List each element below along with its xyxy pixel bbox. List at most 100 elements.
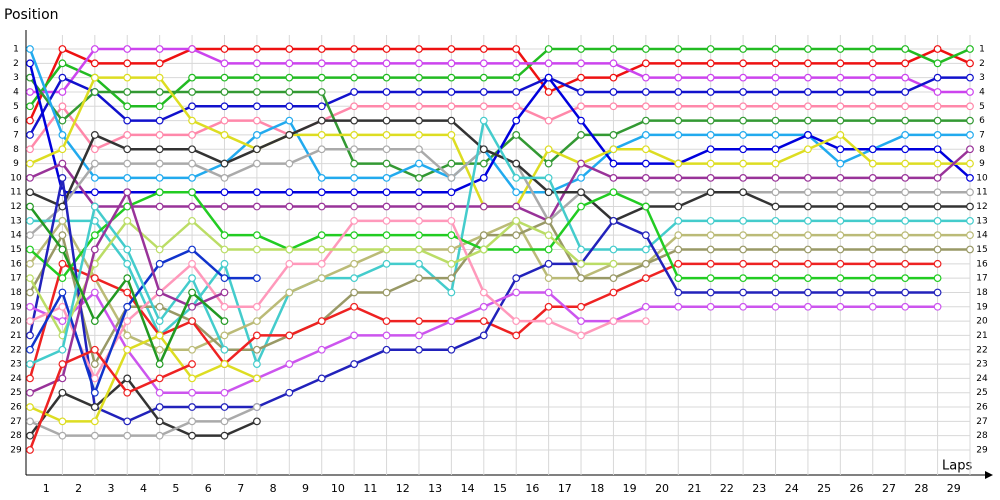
position-marker [285, 159, 294, 168]
position-marker [188, 145, 196, 154]
position-marker [966, 102, 974, 111]
position-marker [609, 288, 618, 297]
x-tick-label: 27 [882, 482, 896, 495]
position-marker [674, 102, 683, 111]
position-marker [609, 173, 618, 182]
position-marker [155, 131, 164, 139]
y-tick-label: 13 [10, 216, 21, 226]
position-marker [674, 302, 683, 311]
position-marker [544, 116, 553, 125]
position-marker [479, 59, 488, 68]
position-marker [479, 245, 488, 254]
position-marker [739, 73, 748, 82]
position-marker [804, 259, 812, 268]
position-marker [252, 403, 261, 411]
position-marker [706, 274, 715, 283]
position-marker [609, 145, 618, 154]
position-marker [382, 202, 391, 211]
position-marker [317, 231, 326, 240]
position-marker [123, 331, 132, 340]
position-marker [901, 173, 910, 182]
position-marker [58, 302, 67, 311]
position-marker [447, 345, 456, 354]
x-tick-label: 29 [947, 482, 961, 495]
position-line [28, 63, 971, 194]
position-marker [447, 216, 456, 225]
position-marker [512, 116, 521, 125]
y-tick-label-right: 4 [979, 87, 985, 97]
position-marker [577, 116, 585, 125]
y-tick-label: 23 [10, 360, 21, 370]
position-marker [836, 88, 845, 96]
y-tick-label: 4 [13, 87, 19, 97]
position-marker [382, 173, 391, 182]
y-tick-label-right: 19 [976, 302, 988, 312]
position-marker [966, 216, 974, 225]
position-marker [252, 73, 261, 82]
position-line [29, 376, 258, 437]
position-marker [58, 245, 67, 254]
position-marker [933, 88, 942, 96]
position-marker [220, 59, 229, 68]
position-marker [350, 360, 359, 368]
position-marker [123, 188, 132, 197]
y-tick-label: 2 [13, 59, 19, 69]
position-marker [188, 403, 196, 411]
position-marker [609, 216, 618, 225]
position-marker [220, 331, 229, 340]
position-marker [350, 231, 359, 240]
y-tick-label-right: 21 [976, 331, 987, 341]
position-marker [220, 173, 229, 182]
position-marker [415, 317, 423, 326]
position-marker [350, 188, 359, 197]
position-marker [544, 188, 553, 197]
position-marker [188, 431, 196, 440]
position-marker [382, 345, 391, 354]
position-marker [317, 274, 326, 283]
position-marker [804, 88, 812, 96]
position-marker [447, 88, 456, 96]
position-marker [188, 202, 196, 211]
position-marker [771, 116, 780, 125]
position-line [29, 148, 971, 223]
position-marker [26, 145, 34, 154]
position-marker [641, 45, 650, 53]
y-tick-label-right: 23 [976, 360, 987, 370]
position-marker [123, 45, 132, 53]
position-marker [317, 131, 326, 139]
position-marker [155, 288, 164, 297]
y-tick-label-right: 25 [976, 388, 987, 398]
position-marker [739, 159, 748, 168]
position-marker [966, 173, 974, 182]
position-marker [26, 288, 34, 297]
position-marker [58, 345, 67, 354]
position-marker [447, 188, 456, 197]
x-tick-label: 5 [172, 482, 179, 495]
position-marker [836, 245, 845, 254]
position-marker [804, 131, 812, 139]
position-marker [933, 302, 942, 311]
position-marker [382, 188, 391, 197]
position-line [29, 47, 971, 108]
position-marker [317, 45, 326, 53]
position-marker [674, 73, 683, 82]
position-marker [26, 360, 34, 368]
position-marker [252, 417, 261, 426]
position-marker [382, 59, 391, 68]
position-marker [188, 274, 196, 283]
position-marker [252, 188, 261, 197]
position-marker [155, 245, 164, 254]
position-marker [26, 274, 34, 283]
position-marker [609, 188, 618, 197]
position-marker [609, 317, 618, 326]
y-tick-label-right: 16 [976, 259, 988, 269]
position-marker [641, 188, 650, 197]
position-marker [220, 102, 229, 111]
position-marker [90, 159, 99, 168]
position-marker [804, 302, 812, 311]
position-marker [577, 59, 585, 68]
position-marker [706, 245, 715, 254]
position-marker [90, 274, 99, 283]
position-marker [58, 388, 67, 397]
position-marker [317, 116, 326, 125]
